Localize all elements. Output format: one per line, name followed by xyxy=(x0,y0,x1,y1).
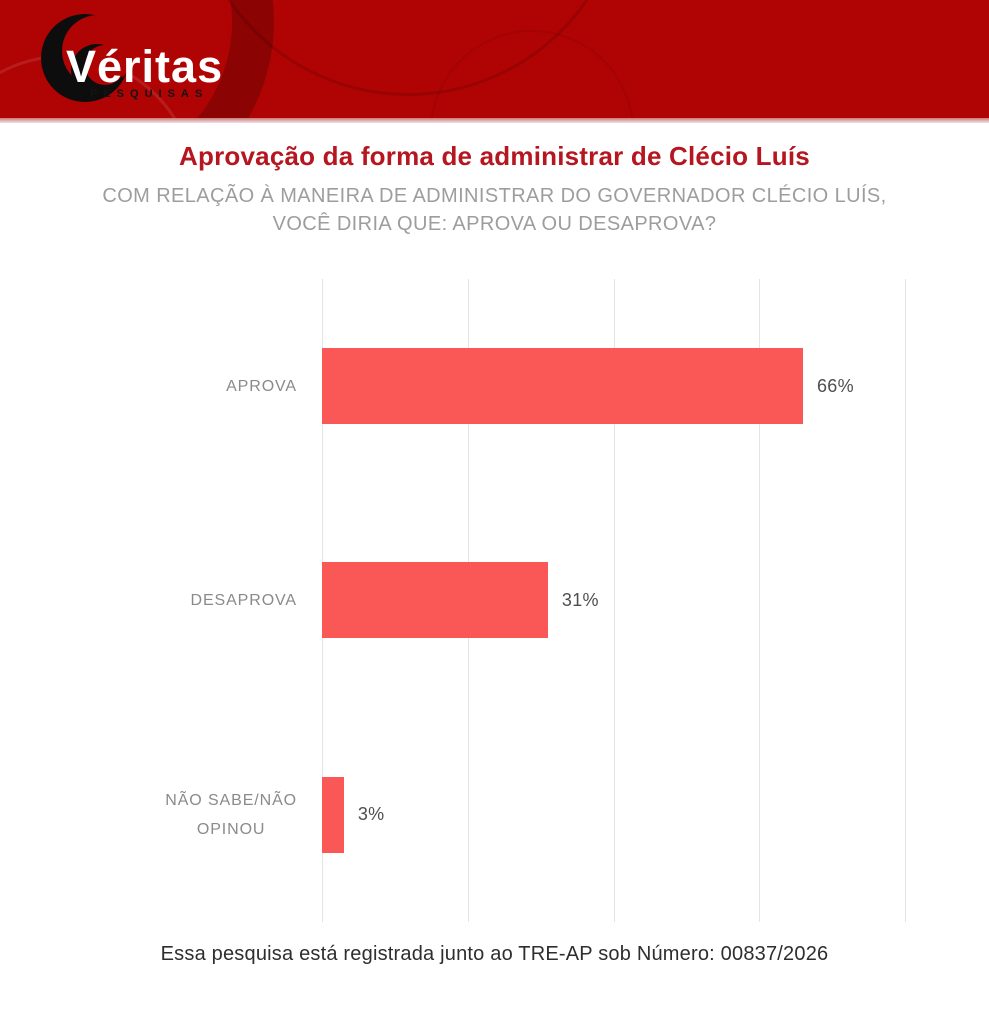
brand-tagline: PESQUISAS xyxy=(90,88,209,100)
approval-bar-chart: APROVA 66% DESAPROVA 31% NÃO SABE/NÃO OPINOU 3… xyxy=(0,279,989,922)
bar xyxy=(322,348,803,425)
value-label: 66% xyxy=(816,375,854,396)
gridline xyxy=(905,279,906,922)
category-label: DESAPROVA xyxy=(0,493,322,707)
veritas-logo: Véritas PESQUISAS xyxy=(30,6,270,112)
value-label: 3% xyxy=(357,804,385,825)
bar xyxy=(322,562,548,639)
category-label-text: APROVA xyxy=(226,377,297,395)
row-plot: 66% xyxy=(322,279,905,493)
row-plot: 31% xyxy=(322,493,905,707)
value-label: 31% xyxy=(561,589,599,610)
chart-row: APROVA 66% xyxy=(0,279,989,493)
survey-question-line-1: COM RELAÇÃO À MANEIRA DE ADMINISTRAR DO … xyxy=(102,185,887,207)
survey-question-line-2: VOCÊ DIRIA QUE: APROVA OU DESAPROVA? xyxy=(272,213,717,235)
chart-row: NÃO SABE/NÃO OPINOU 3% xyxy=(0,708,989,922)
gridline xyxy=(613,279,615,922)
page-title: Aprovação da forma de administrar de Clé… xyxy=(179,141,810,171)
row-plot: 3% xyxy=(322,708,905,922)
category-label-text: DESAPROVA xyxy=(190,591,297,609)
category-label-text: NÃO SABE/NÃO OPINOU xyxy=(165,791,297,838)
gridline xyxy=(759,279,761,922)
category-label: NÃO SABE/NÃO OPINOU xyxy=(0,708,322,922)
survey-question: COM RELAÇÃO À MANEIRA DE ADMINISTRAR DO … xyxy=(0,182,989,238)
chart-rows: APROVA 66% DESAPROVA 31% NÃO SABE/NÃO OPINOU 3… xyxy=(0,279,989,922)
category-label: APROVA xyxy=(0,279,322,493)
bar xyxy=(322,776,344,853)
brand-banner: Véritas PESQUISAS xyxy=(0,0,989,118)
brand-name: Véritas xyxy=(66,41,224,92)
chart-row: DESAPROVA 31% xyxy=(0,493,989,707)
registration-note: Essa pesquisa está registrada junto ao T… xyxy=(160,943,829,965)
banner-bottom-strip xyxy=(0,118,989,123)
crescent-moon-icon xyxy=(41,14,134,102)
